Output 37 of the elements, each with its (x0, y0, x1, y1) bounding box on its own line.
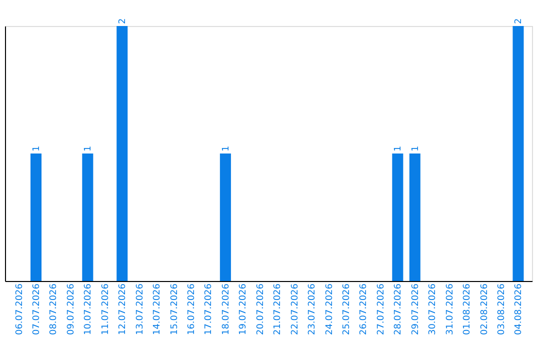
x-tick-label: 02.08.2026 (480, 283, 490, 336)
x-tick-label: 26.07.2026 (359, 283, 370, 336)
x-tick-label: 31.07.2026 (445, 283, 456, 336)
data-label: 2 (118, 18, 128, 24)
x-tick-label: 16.07.2026 (187, 283, 197, 336)
data-label: 2 (514, 18, 524, 24)
x-tick-label: 13.07.2026 (135, 283, 146, 336)
x-tick-label: 06.07.2026 (14, 283, 25, 336)
data-label: 1 (84, 146, 94, 152)
data-label: 1 (221, 146, 232, 152)
data-label: 1 (32, 146, 42, 152)
x-tick-label: 18.07.2026 (221, 283, 232, 336)
x-tick-label: 28.07.2026 (394, 283, 404, 336)
x-tick-label: 08.07.2026 (49, 283, 60, 336)
x-tick-label: 24.07.2026 (324, 283, 335, 336)
x-tick-label: 29.07.2026 (410, 283, 421, 336)
x-tick-label: 19.07.2026 (238, 283, 249, 336)
x-tick-label: 23.07.2026 (308, 283, 318, 336)
x-tick-label: 01.08.2026 (462, 283, 473, 336)
x-tick-label: 25.07.2026 (342, 283, 352, 336)
x-tick-label: 21.07.2026 (273, 283, 284, 336)
x-tick-label: 04.08.2026 (514, 283, 524, 336)
x-tick-label: 30.07.2026 (428, 283, 438, 336)
x-tick-label: 03.08.2026 (497, 283, 507, 336)
x-tick-label: 07.07.2026 (32, 283, 42, 336)
x-tick-label: 20.07.2026 (256, 283, 266, 336)
data-label: 1 (410, 146, 421, 152)
x-tick-label: 15.07.2026 (170, 283, 180, 336)
data-label: 1 (394, 146, 404, 152)
x-tick-label: 22.07.2026 (290, 283, 300, 336)
x-tick-label: 12.07.2026 (118, 283, 128, 336)
x-tick-label: 17.07.2026 (204, 283, 214, 336)
x-tick-label: 27.07.2026 (376, 283, 386, 336)
x-tick-label: 11.07.2026 (100, 283, 111, 336)
x-tick-label: 10.07.2026 (84, 283, 94, 336)
x-tick-label: 14.07.2026 (152, 283, 163, 336)
x-tick-label: 09.07.2026 (66, 283, 76, 336)
